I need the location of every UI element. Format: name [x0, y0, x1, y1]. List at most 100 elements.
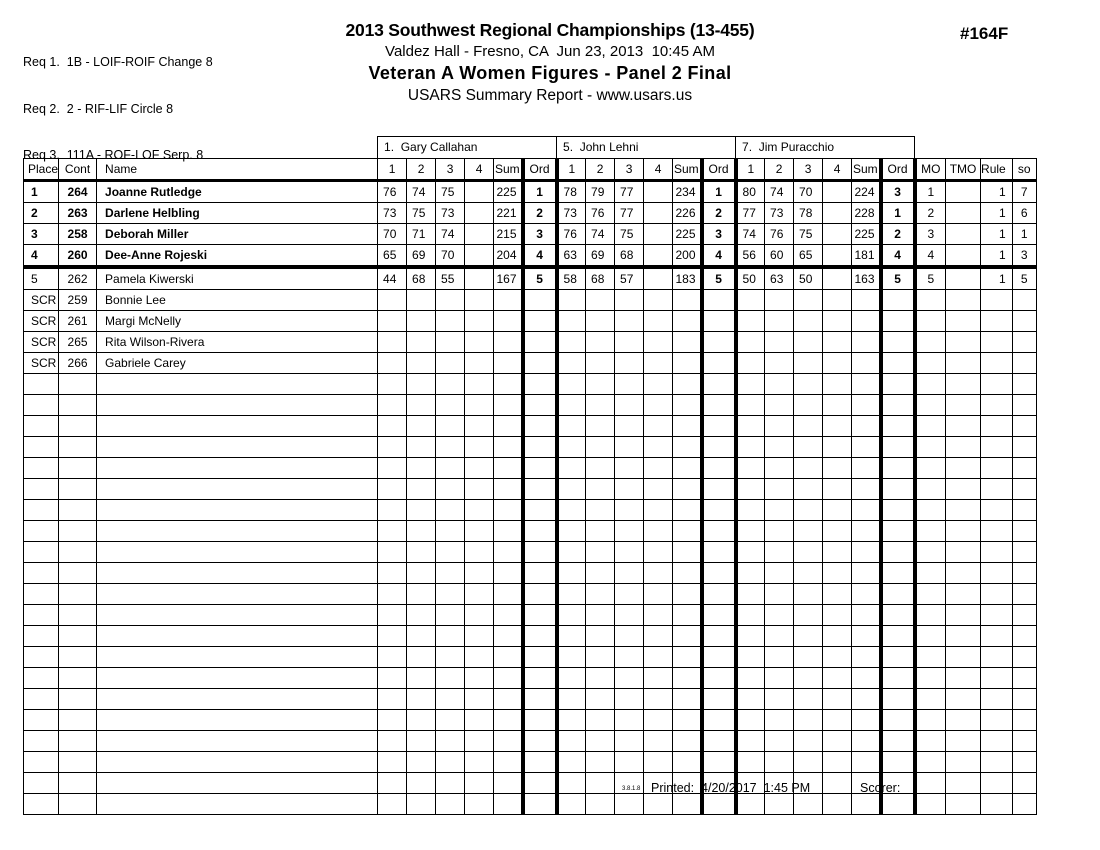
- cell-judge1-score4: [464, 541, 495, 563]
- cell-judge2-score4: [643, 373, 674, 395]
- cell-judge1-score4: [464, 688, 495, 710]
- cell-judge2-score4: [643, 331, 674, 353]
- cell-judge1-score3: [435, 457, 466, 479]
- cell-judge2-score2: [585, 520, 616, 542]
- result-row-3: 3 258 Deborah Miller 70 71 74 215 3 76 74 75 225 3 74…: [22, 223, 1037, 245]
- cell-judge1-score3: 70: [435, 244, 466, 269]
- cell-judge3-score4: [822, 223, 853, 245]
- cell-place: [22, 730, 60, 752]
- cell-judge2-score4: [643, 478, 674, 500]
- cell-judge1-score1: [377, 310, 408, 332]
- cell-judge3-score2: [764, 562, 795, 584]
- cell-judge3-sum: [851, 415, 882, 437]
- cell-judge2-score1: [556, 667, 587, 689]
- cell-judge1-sum: [493, 625, 524, 647]
- cell-judge2-score4: [643, 457, 674, 479]
- cell-judge3-ord: [878, 751, 917, 773]
- cell-cont: [58, 541, 98, 563]
- cell-judge1-sum: [493, 793, 524, 815]
- cell-judge2-score1: [556, 562, 587, 584]
- cell-judge3-score4: [822, 541, 853, 563]
- cell-judge3-sum: [851, 289, 882, 311]
- cell-judge1-score2: [406, 583, 437, 605]
- cell-judge3-score2: 74: [764, 180, 795, 203]
- cell-judge1-ord: [520, 331, 559, 353]
- cell-rule: [980, 436, 1013, 458]
- cell-judge3-ord: 3: [878, 180, 917, 203]
- cell-judge2-score3: [614, 520, 645, 542]
- cell-judge3-sum: [851, 604, 882, 626]
- cell-name: [96, 688, 379, 710]
- cell-judge3-sum: [851, 625, 882, 647]
- cell-judge1-sum: [493, 730, 524, 752]
- cell-judge3-score4: [822, 793, 853, 815]
- header-tmo: TMO: [945, 158, 982, 182]
- cell-judge3-score1: 80: [735, 180, 766, 203]
- cell-judge2-score4: [643, 625, 674, 647]
- cell-judge3-ord: [878, 667, 917, 689]
- requirement-line-2: Req 2. 2 - RIF-LIF Circle 8: [23, 101, 174, 116]
- cell-judge1-score3: [435, 772, 466, 794]
- cell-judge2-score1: [556, 730, 587, 752]
- cell-tmo: [945, 373, 982, 395]
- cell-judge1-sum: 204: [493, 244, 524, 269]
- cell-judge2-ord: [699, 310, 738, 332]
- cell-judge1-score3: [435, 751, 466, 773]
- report-header: 2013 Southwest Regional Championships (1…: [150, 20, 950, 105]
- cell-judge3-score3: [793, 688, 824, 710]
- cell-place: 5: [22, 266, 60, 290]
- cell-judge2-score2: 69: [585, 244, 616, 269]
- cell-judge1-score1: [377, 646, 408, 668]
- cell-judge2-ord: [699, 457, 738, 479]
- cell-judge1-ord: [520, 751, 559, 773]
- cell-judge1-sum: [493, 667, 524, 689]
- cell-judge1-score3: [435, 793, 466, 815]
- cell-judge2-score1: [556, 352, 587, 374]
- cell-judge1-score4: [464, 266, 495, 290]
- cell-judge1-score4: [464, 793, 495, 815]
- cell-tmo: [945, 793, 982, 815]
- cell-judge1-ord: [520, 289, 559, 311]
- result-row-6: SCR 259 Bonnie Lee: [22, 289, 1037, 311]
- cell-judge1-score2: [406, 646, 437, 668]
- cell-so: [1011, 478, 1037, 500]
- cell-judge1-score2: [406, 289, 437, 311]
- cell-so: [1011, 373, 1037, 395]
- cell-so: [1011, 583, 1037, 605]
- cell-judge3-ord: [878, 436, 917, 458]
- cell-judge3-score1: [735, 415, 766, 437]
- cell-judge2-ord: [699, 520, 738, 542]
- cell-judge3-score2: [764, 289, 795, 311]
- cell-judge1-score4: [464, 667, 495, 689]
- cell-mo: [914, 793, 947, 815]
- cell-judge3-sum: [851, 730, 882, 752]
- cell-so: [1011, 415, 1037, 437]
- cell-so: [1011, 730, 1037, 752]
- cell-judge3-score4: [822, 604, 853, 626]
- cell-judge1-score2: [406, 541, 437, 563]
- cell-judge2-score2: [585, 751, 616, 773]
- cell-judge3-ord: [878, 520, 917, 542]
- cell-tmo: [945, 583, 982, 605]
- cell-judge3-sum: [851, 562, 882, 584]
- empty-row: [22, 499, 1037, 521]
- cell-judge3-score1: 74: [735, 223, 766, 245]
- cell-judge1-score1: [377, 751, 408, 773]
- cell-mo: [914, 667, 947, 689]
- cell-judge2-sum: 183: [672, 266, 703, 290]
- cell-judge3-sum: [851, 457, 882, 479]
- cell-judge3-score3: [793, 352, 824, 374]
- cell-place: [22, 625, 60, 647]
- cell-judge1-score1: [377, 331, 408, 353]
- cell-judge2-score4: [643, 604, 674, 626]
- cell-judge3-score3: [793, 373, 824, 395]
- cell-judge2-score3: [614, 499, 645, 521]
- cell-rule: [980, 688, 1013, 710]
- cell-judge2-score2: [585, 289, 616, 311]
- cell-judge3-ord: [878, 583, 917, 605]
- cell-judge1-score2: [406, 436, 437, 458]
- cell-judge2-ord: [699, 730, 738, 752]
- cell-so: [1011, 436, 1037, 458]
- cell-judge1-ord: [520, 352, 559, 374]
